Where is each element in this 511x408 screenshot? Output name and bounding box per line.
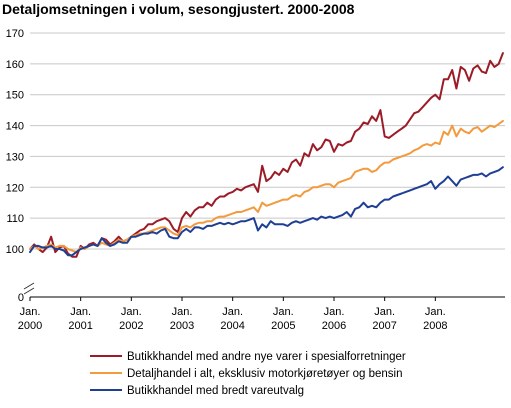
x-tick-label: Jan. bbox=[70, 306, 91, 318]
x-tick-label: 2007 bbox=[372, 320, 396, 332]
chart-title: Detaljomsetningen i volum, sesongjustert… bbox=[2, 1, 355, 17]
x-tick-label: 2004 bbox=[220, 320, 244, 332]
y-tick-label: 120 bbox=[6, 182, 24, 194]
x-tick-label: Jan. bbox=[172, 306, 193, 318]
series-line-2 bbox=[29, 119, 504, 254]
x-tick-label: 2002 bbox=[119, 320, 143, 332]
x-tick-label: Jan. bbox=[374, 306, 395, 318]
legend: Butikkhandel med andre nye varer i spesi… bbox=[90, 351, 406, 397]
y-tick-label: 130 bbox=[6, 151, 24, 163]
x-axis-ticks: Jan. 2000 Jan. 2001 Jan. 2002 Jan. 2003 Jan. 2004… bbox=[18, 297, 448, 332]
x-tick-label: Jan. bbox=[425, 306, 446, 318]
break-mark bbox=[23, 287, 35, 295]
legend-label-3: Butikkhandel med bredt vareutvalg bbox=[127, 385, 304, 397]
y-tick-label: 170 bbox=[6, 28, 24, 40]
x-tick-label: Jan. bbox=[273, 306, 294, 318]
x-tick-label: 2001 bbox=[68, 320, 92, 332]
y-tick-label: 150 bbox=[6, 90, 24, 102]
y-tick-label: 110 bbox=[6, 213, 24, 225]
gridlines bbox=[30, 32, 505, 298]
series-lines bbox=[29, 52, 504, 258]
x-tick-label: 2006 bbox=[322, 320, 346, 332]
y-tick-label: 160 bbox=[6, 59, 24, 71]
x-tick-label: Jan. bbox=[324, 306, 345, 318]
break-mark bbox=[23, 282, 35, 290]
x-tick-label: 2003 bbox=[170, 320, 194, 332]
x-tick-label: 2008 bbox=[423, 320, 447, 332]
series-line-1 bbox=[29, 52, 504, 258]
series-line-3 bbox=[29, 166, 504, 257]
y-axis-ticks: 170 160 150 140 130 120 110 100 0 bbox=[6, 28, 24, 304]
x-tick-label: Jan. bbox=[20, 306, 41, 318]
legend-label-1: Butikkhandel med andre nye varer i spesi… bbox=[127, 351, 406, 363]
y-tick-label: 140 bbox=[6, 121, 24, 133]
y-axis-break bbox=[23, 282, 35, 295]
x-tick-label: 2005 bbox=[271, 320, 295, 332]
x-tick-label: 2000 bbox=[18, 320, 42, 332]
y-tick-label: 0 bbox=[18, 292, 24, 304]
x-tick-label: Jan. bbox=[121, 306, 142, 318]
legend-label-2: Detaljhandel i alt, eksklusiv motorkjøre… bbox=[127, 368, 402, 380]
y-tick-label: 100 bbox=[6, 244, 24, 256]
x-tick-label: Jan. bbox=[222, 306, 243, 318]
